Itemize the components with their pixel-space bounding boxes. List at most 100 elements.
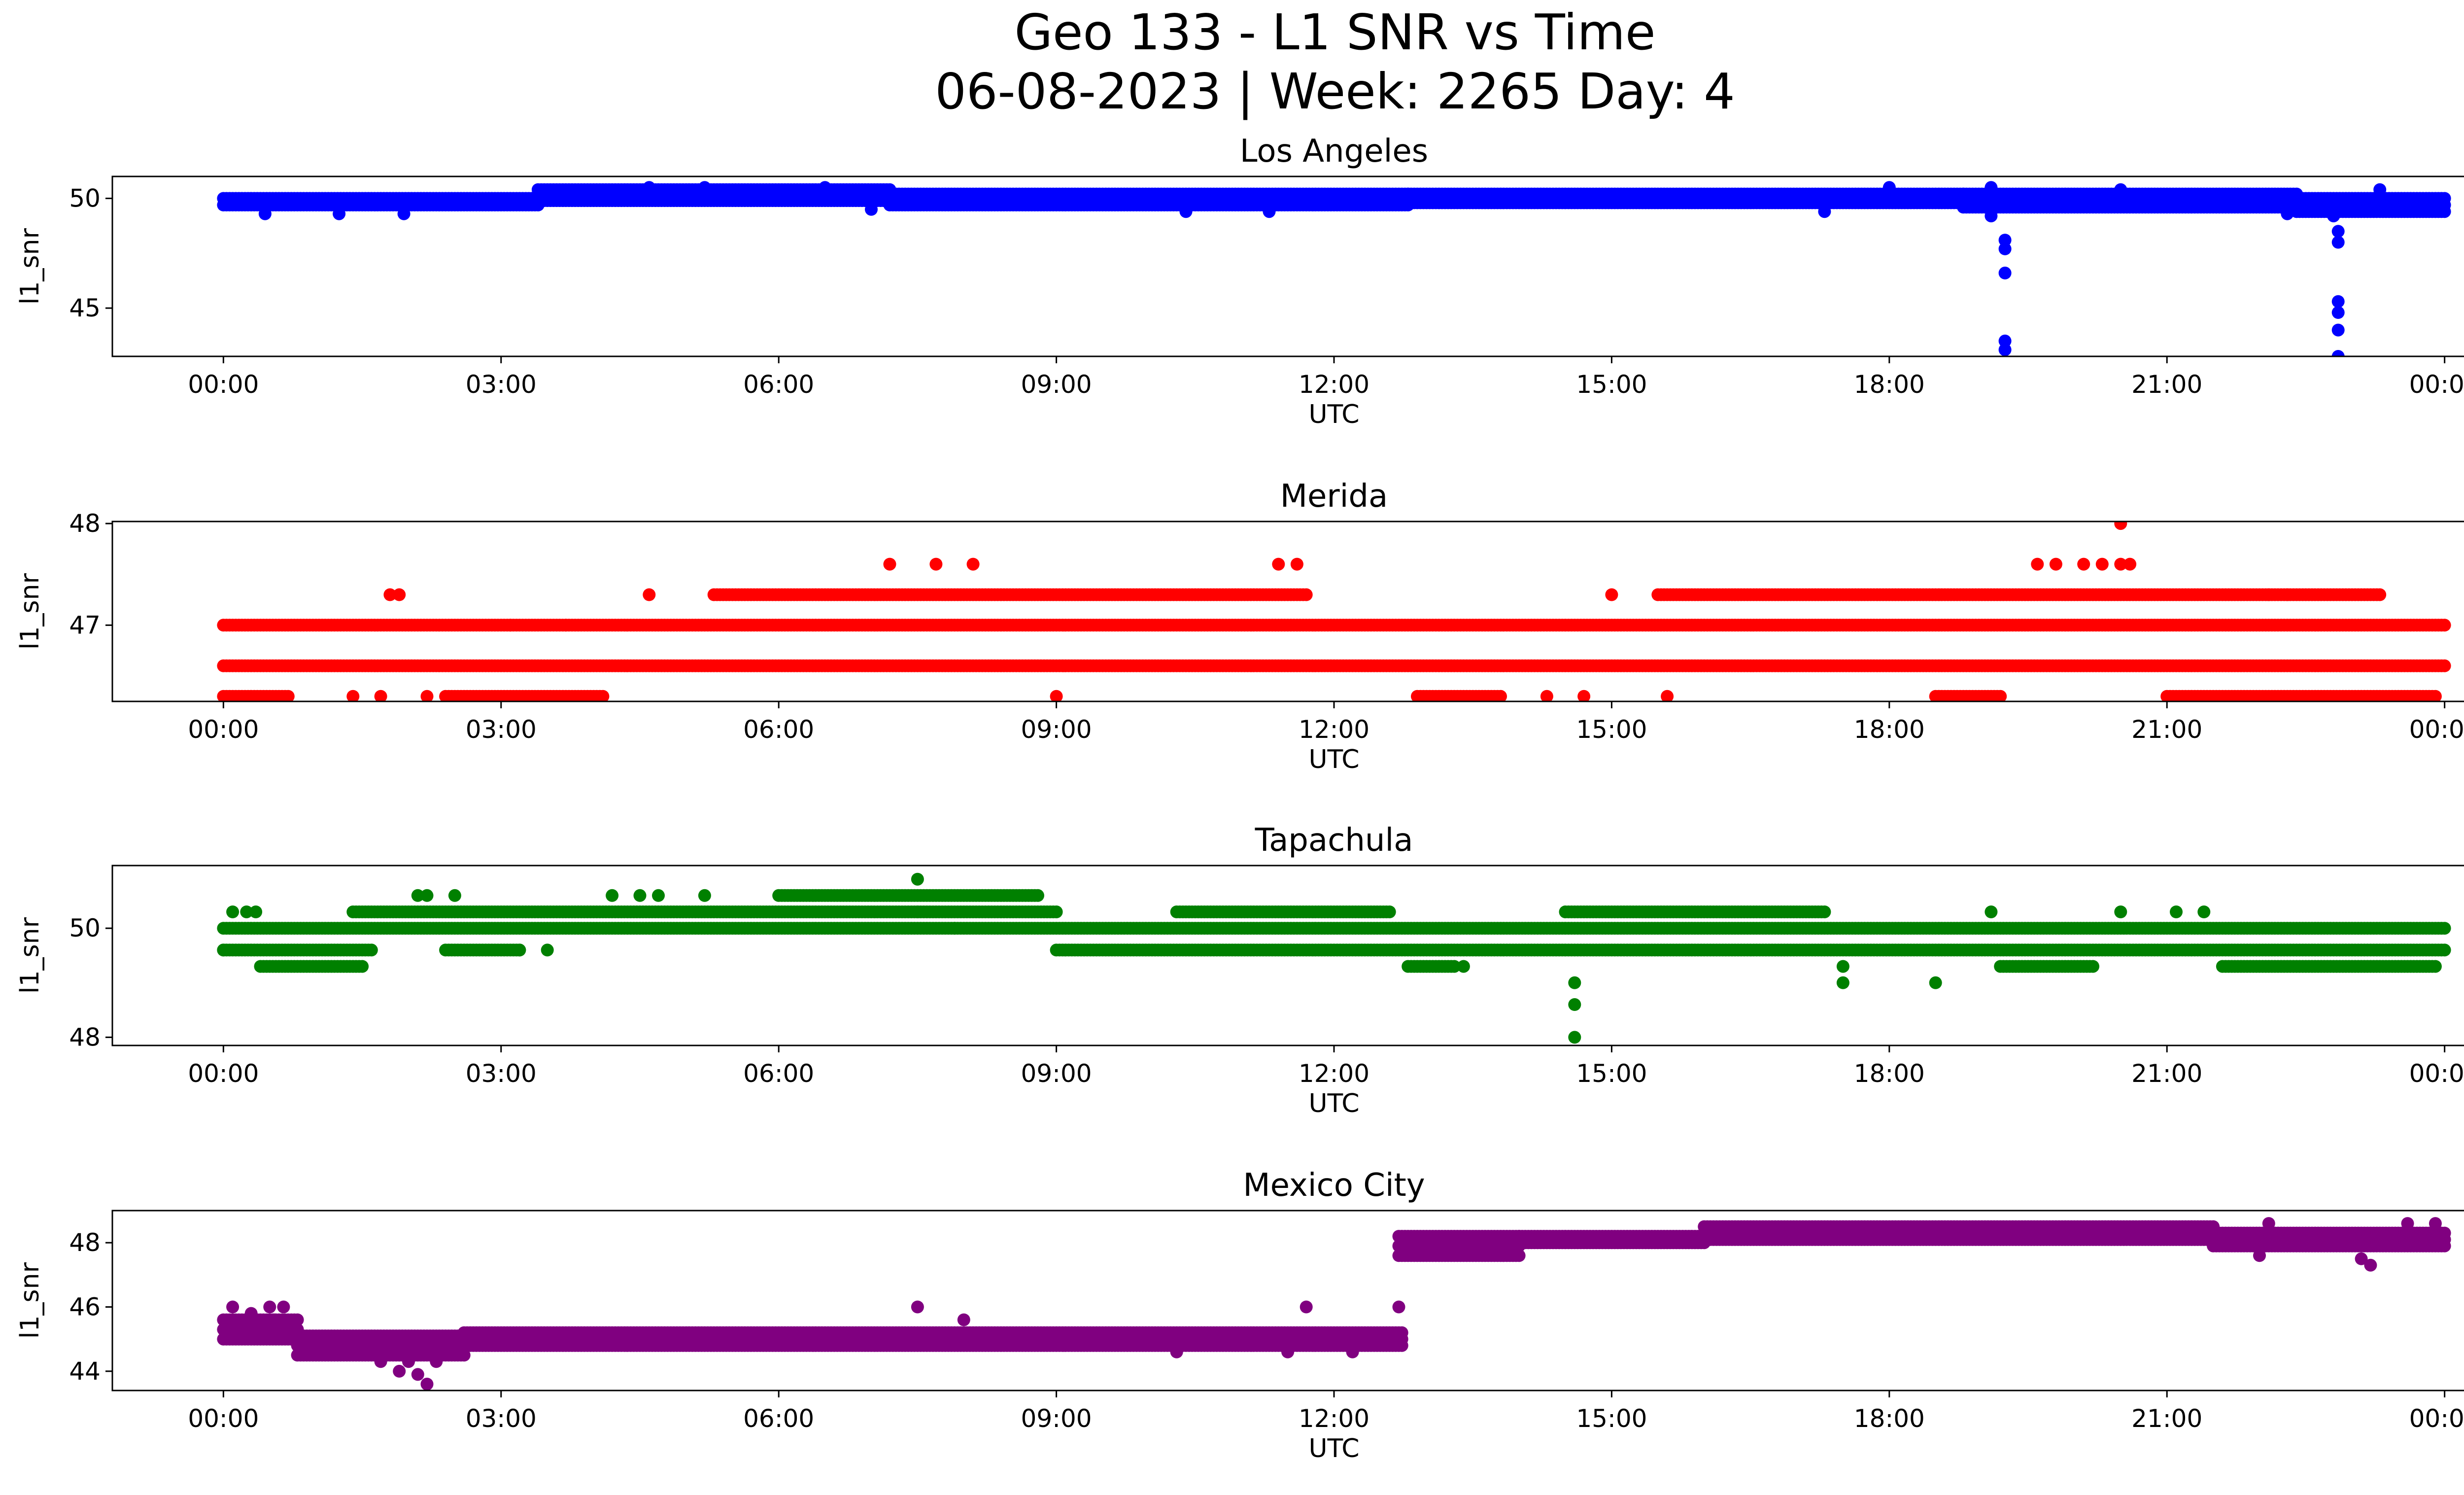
x-tick-label: 00:00: [188, 715, 259, 744]
y-tick-label: 45: [69, 294, 101, 322]
data-point: [2331, 295, 2345, 308]
data-point: [2373, 183, 2387, 196]
data-point: [2438, 192, 2451, 205]
x-axis-label: UTC: [1308, 400, 1359, 429]
data-point: [281, 690, 295, 701]
data-point: [698, 181, 711, 194]
data-series: [217, 522, 2451, 701]
data-point: [504, 619, 517, 632]
figure-title-line-1: Geo 133 - L1 SNR vs Time: [1015, 3, 1656, 61]
data-point: [393, 588, 406, 601]
data-point: [420, 690, 434, 701]
data-point: [1985, 209, 1998, 223]
data-point: [1998, 343, 2012, 356]
x-tick-label: 00:00: [2409, 715, 2464, 744]
subplot-title: Merida: [1280, 478, 1388, 515]
data-point: [2031, 557, 2044, 571]
data-point: [2114, 522, 2127, 530]
data-point: [1882, 181, 1896, 194]
data-point: [1998, 234, 2012, 247]
data-point: [2095, 557, 2109, 571]
data-point: [865, 203, 878, 216]
data-point: [559, 619, 573, 632]
data-point: [596, 690, 610, 701]
x-tick-label: 21:00: [2131, 715, 2202, 744]
data-point: [2262, 588, 2275, 601]
data-point: [2327, 209, 2340, 223]
subplot-merida: Merida 00:00 03:00 06:00 09:00 12:00 15:00 18:0…: [15, 478, 2464, 774]
x-tick-label: 09:00: [1021, 370, 1092, 399]
data-point: [2049, 557, 2062, 571]
y-tick-label: 48: [69, 509, 101, 538]
data-point: [374, 690, 387, 701]
data-point: [1661, 690, 1674, 701]
data-point: [258, 207, 272, 220]
data-point: [883, 557, 896, 571]
data-point: [2331, 236, 2345, 249]
x-axis-label: UTC: [1308, 745, 1359, 774]
data-point: [929, 557, 943, 571]
data-point: [2123, 557, 2137, 571]
subplot-title: Tapachula: [1255, 822, 1413, 859]
data-point: [1605, 588, 1618, 601]
data-point: [1179, 205, 1193, 218]
x-tick-label: 09:00: [1021, 715, 1092, 744]
y-tick-label: 47: [69, 611, 101, 639]
data-point: [1577, 690, 1591, 701]
data-point: [383, 588, 397, 601]
data-point: [2331, 306, 2345, 319]
subplot-los-angeles: Los Angeles 00:00 03:00 06:00 09:00 12:00 15:0…: [15, 133, 2464, 429]
x-tick-label: 21:00: [2131, 370, 2202, 399]
data-point: [2429, 690, 2442, 701]
data-point: [1998, 334, 2012, 348]
data-point: [2331, 323, 2345, 337]
data-point: [1818, 205, 1831, 218]
x-tick-label: 06:00: [743, 715, 814, 744]
data-point: [397, 207, 411, 220]
data-point: [2438, 619, 2451, 632]
data-point: [2077, 557, 2090, 571]
data-point: [819, 181, 832, 194]
data-series: [217, 181, 2451, 356]
data-point: [1985, 181, 1998, 194]
data-point: [2281, 588, 2294, 601]
data-point: [1263, 205, 1276, 218]
x-tick-label: 03:00: [466, 715, 537, 744]
data-point: [1998, 242, 2012, 255]
y-axis-label: l1_snr: [15, 573, 45, 650]
data-point: [966, 557, 980, 571]
data-point: [346, 690, 360, 701]
data-point: [1050, 690, 1063, 701]
data-point: [2373, 588, 2387, 601]
data-point: [1272, 557, 1285, 571]
data-point: [2114, 557, 2127, 571]
x-tick-label: 06:00: [743, 370, 814, 399]
figure-title-line-2: 06-08-2023 | Week: 2265 Day: 4: [935, 63, 1735, 120]
x-tick-label: 12:00: [1299, 715, 1369, 744]
subplots: Los Angeles 00:00 03:00 06:00 09:00 12:00 15:0…: [15, 133, 2464, 1463]
data-point: [333, 207, 346, 220]
x-tick-label: 00:00: [2409, 370, 2464, 399]
x-tick-label: 12:00: [1299, 370, 1369, 399]
x-tick-label: 15:00: [1576, 370, 1647, 399]
data-point: [1290, 557, 1303, 571]
x-tick-label: 03:00: [466, 370, 537, 399]
data-point: [2331, 350, 2345, 356]
x-tick-label: 18:00: [1854, 370, 1925, 399]
data-point: [1494, 690, 1507, 701]
x-tick-label: 18:00: [1854, 715, 1925, 744]
data-series: [217, 872, 2451, 1044]
subplot-title: Los Angeles: [1240, 133, 1428, 170]
x-tick-label: 00:00: [188, 370, 259, 399]
data-point: [1540, 690, 1553, 701]
data-point: [1300, 588, 1313, 601]
data-point: [643, 181, 656, 194]
data-point: [1998, 266, 2012, 279]
data-point: [2281, 207, 2294, 220]
x-tick-label: 15:00: [1576, 715, 1647, 744]
y-tick-label: 50: [69, 184, 101, 213]
data-point: [2114, 183, 2127, 196]
data-point: [1994, 690, 2007, 701]
